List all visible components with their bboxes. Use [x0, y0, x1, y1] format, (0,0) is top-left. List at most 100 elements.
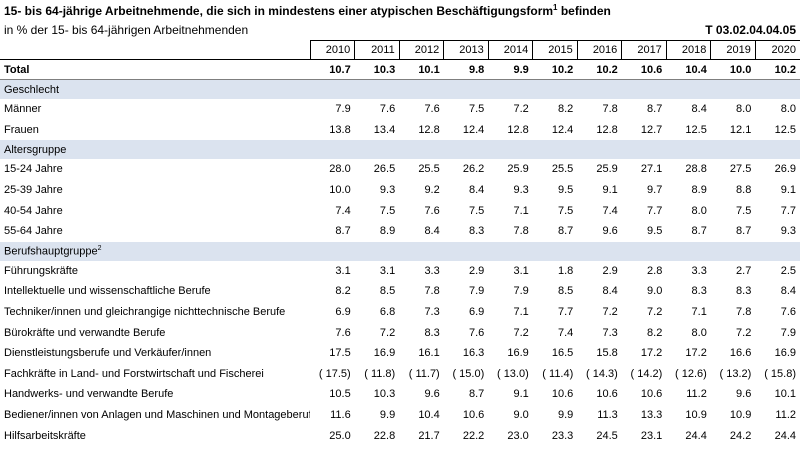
value-cell: 8.3 — [691, 285, 707, 298]
value-cell: 8.8 — [736, 184, 752, 197]
value-cell: 17.2 — [640, 347, 663, 360]
value-cell: 10.0 — [710, 59, 756, 80]
value-cell: 23.1 — [640, 429, 663, 442]
value-cell: 13.4 — [373, 123, 396, 136]
value-cell: ( 11.8) — [364, 367, 396, 380]
table-code: T 03.02.04.04.05 — [705, 23, 796, 37]
value-cell: 9.3 — [513, 184, 529, 197]
value-cell: 7.7 — [647, 204, 663, 217]
value-cell: 9.0 — [513, 409, 529, 422]
value-cell: 8.2 — [647, 326, 663, 339]
year-header: 2014 — [487, 40, 533, 60]
value-cell: ( 11.7) — [408, 367, 440, 380]
value-cell: 7.3 — [602, 326, 618, 339]
value-cell: 7.1 — [513, 306, 529, 319]
table-row: 25-39 Jahre 10.0 9.3 9.2 8.4 9.3 9.5 9.1 9.7 8.9 8… — [0, 180, 800, 201]
data-table: 2010 2011 2012 2013 2014 2015 2016 2017 2018 2019… — [0, 40, 800, 446]
value-cell: 8.5 — [379, 285, 396, 298]
value-cell: 8.7 — [335, 225, 351, 238]
value-cell: 7.9 — [335, 103, 351, 116]
value-cell: 3.1 — [335, 264, 351, 277]
table-title: 15- bis 64-jährige Arbeitnehmende, die s… — [4, 3, 611, 18]
table-subtitle: in % der 15- bis 64-jährigen Arbeitnehme… — [4, 23, 249, 37]
year-header: 2010 — [309, 40, 355, 60]
value-cell: 8.9 — [691, 184, 707, 197]
value-cell: 7.5 — [557, 204, 574, 217]
year-header: 2015 — [532, 40, 578, 60]
value-cell: 12.7 — [640, 123, 663, 136]
value-cell: 8.3 — [424, 326, 440, 339]
value-cell: 6.9 — [335, 306, 351, 319]
value-cell: 2.9 — [468, 264, 485, 277]
value-cell: 2.5 — [780, 264, 796, 277]
value-cell: 12.5 — [774, 123, 796, 136]
value-cell: 9.8 — [443, 59, 489, 80]
value-cell: 16.1 — [418, 347, 440, 360]
value-cell: 24.5 — [596, 429, 618, 442]
value-cell — [488, 140, 533, 160]
value-cell: 26.2 — [462, 163, 485, 176]
total-row: Total 10.7 10.3 10.1 9.8 9.9 10.2 10.2 10.6 10.4 1… — [0, 59, 800, 80]
value-cell: 7.7 — [780, 204, 796, 217]
value-cell: 10.6 — [462, 409, 485, 422]
year-header-row: 2010 2011 2012 2013 2014 2015 2016 2017 2018 2019… — [0, 40, 800, 60]
section-header-row: Altersgruppe — [0, 140, 800, 160]
value-cell: 9.6 — [424, 388, 440, 401]
value-cell: 9.6 — [602, 225, 618, 238]
value-cell: 11.2 — [686, 388, 707, 401]
value-cell — [443, 79, 489, 99]
table-row: Männer 7.9 7.6 7.6 7.5 7.2 8.2 7.8 8.7 8.4 8.0 8.0 — [0, 99, 800, 120]
value-cell: 7.7 — [557, 306, 574, 319]
value-cell: 8.0 — [691, 326, 707, 339]
value-cell: 9.3 — [379, 184, 396, 197]
table-row: Fachkräfte in Land- und Forstwirtschaft … — [0, 364, 800, 385]
row-label: Geschlecht — [0, 79, 311, 99]
section-footnote-mark: 2 — [97, 244, 102, 252]
value-cell: 12.8 — [596, 123, 618, 136]
value-cell: 22.8 — [373, 429, 396, 442]
value-cell: ( 15.8) — [764, 367, 796, 380]
value-cell: 8.2 — [557, 103, 574, 116]
value-cell: 10.6 — [640, 388, 663, 401]
value-cell: ( 11.4) — [542, 367, 574, 380]
row-label: Altersgruppe — [0, 140, 311, 160]
value-cell — [666, 79, 711, 99]
row-label: 25-39 Jahre — [4, 184, 63, 197]
value-cell — [666, 140, 711, 160]
value-cell — [488, 241, 533, 261]
value-cell: 9.9 — [488, 59, 533, 80]
value-cell — [621, 241, 667, 261]
table-row: Intellektuelle und wissenschaftliche Ber… — [0, 281, 800, 302]
value-cell: 16.3 — [462, 347, 485, 360]
row-label: Frauen — [4, 123, 39, 136]
value-cell: 2.8 — [647, 264, 663, 277]
value-cell — [755, 79, 800, 99]
value-cell: 17.5 — [329, 347, 351, 360]
year-header: 2013 — [443, 40, 489, 60]
value-cell: 10.6 — [621, 59, 667, 80]
value-cell: 28.0 — [329, 163, 351, 176]
value-cell — [488, 79, 533, 99]
value-cell: 10.6 — [551, 388, 574, 401]
section-header-row: Geschlecht — [0, 79, 800, 99]
value-cell — [621, 79, 667, 99]
value-cell: 7.5 — [468, 204, 485, 217]
value-cell: ( 15.0) — [452, 367, 485, 380]
value-cell: 8.7 — [647, 103, 663, 116]
value-cell: 7.8 — [424, 285, 440, 298]
value-cell: 7.2 — [513, 326, 529, 339]
value-cell: 25.9 — [596, 163, 618, 176]
value-cell: 9.7 — [647, 184, 663, 197]
value-cell: 7.2 — [379, 326, 396, 339]
value-cell: 25.9 — [507, 163, 529, 176]
row-label: 40-54 Jahre — [4, 204, 63, 217]
value-cell: 7.6 — [780, 306, 796, 319]
value-cell: 7.6 — [424, 103, 440, 116]
value-cell: 8.7 — [557, 225, 574, 238]
value-cell: 27.5 — [729, 163, 752, 176]
value-cell: 12.5 — [685, 123, 707, 136]
value-cell: 17.2 — [685, 347, 707, 360]
value-cell: 13.8 — [329, 123, 351, 136]
row-label: Techniker/innen und gleichrangige nichtt… — [4, 306, 286, 319]
value-cell: ( 17.5) — [318, 367, 351, 380]
